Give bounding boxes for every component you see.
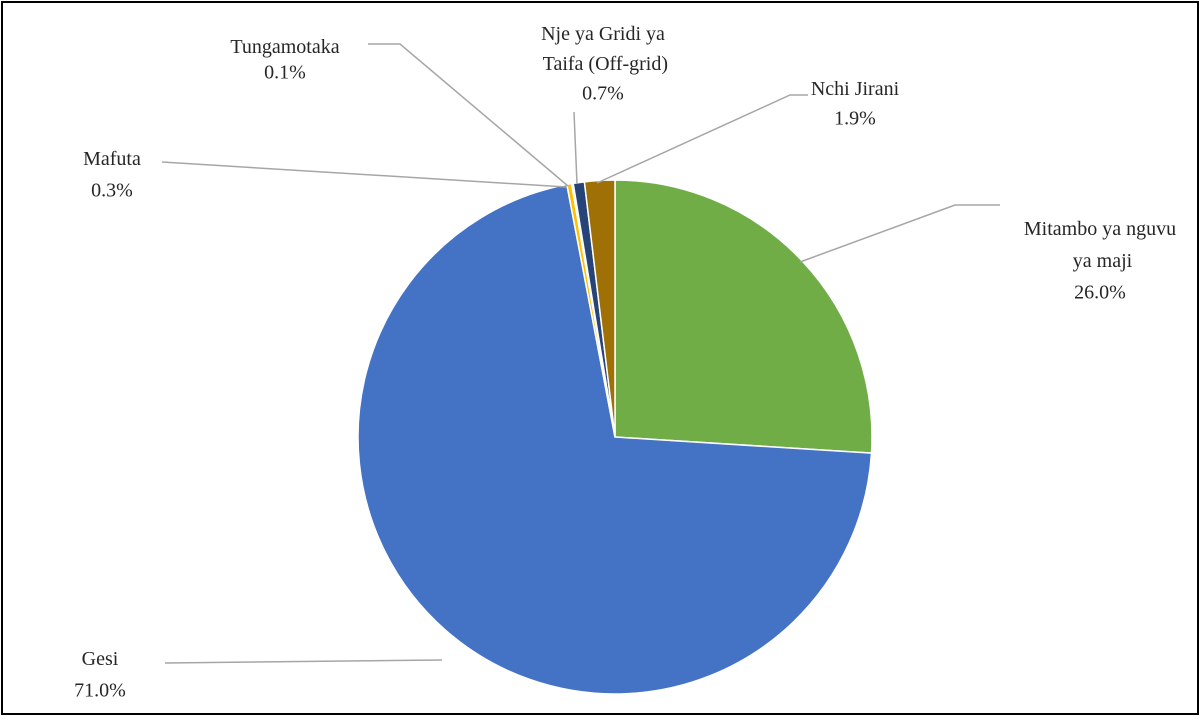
slice-label: Gesi — [82, 648, 119, 670]
slice-label: Mafuta — [83, 148, 141, 170]
leader-line — [161, 161, 567, 188]
label-line: Nje ya Gridi ya — [541, 23, 665, 45]
leader-line — [573, 111, 578, 185]
value-label: 71.0% — [74, 680, 126, 702]
value-label: 1.9% — [834, 108, 876, 130]
value-label: 0.3% — [91, 180, 133, 202]
value-label: 26.0% — [1074, 282, 1126, 304]
value-label: 0.7% — [582, 83, 624, 105]
value-label: 0.1% — [264, 62, 306, 84]
leader-line — [596, 94, 808, 184]
label-line: ya maji — [1068, 250, 1133, 272]
slice-label: Mitambo ya nguvu ya maji — [1024, 218, 1176, 272]
label-line: Mitambo ya nguvu — [1024, 218, 1176, 240]
slice-label: Tungamotaka — [230, 36, 339, 58]
leader-line — [799, 204, 1000, 263]
leader-line — [368, 43, 569, 187]
label-line: Gesi — [82, 648, 119, 670]
label-line: Mafuta — [83, 148, 141, 170]
label-line: Taifa (Off-grid) — [538, 53, 668, 75]
pie-slice — [583, 179, 616, 438]
label-line: Nchi Jirani — [811, 78, 900, 100]
slice-label: Nje ya Gridi ya Taifa (Off-grid) — [538, 23, 668, 75]
pie-slice — [357, 183, 873, 695]
slice-label: Nchi Jirani — [811, 78, 900, 100]
leader-line — [164, 659, 443, 664]
label-line: Tungamotaka — [230, 36, 339, 58]
